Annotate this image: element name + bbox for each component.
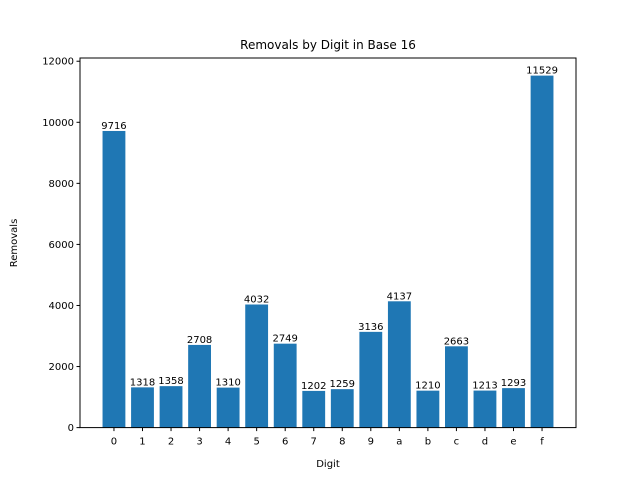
bar-value-label-2: 1358 — [158, 376, 183, 387]
bar-b — [416, 390, 440, 428]
y-tick-label-8000: 8000 — [49, 179, 74, 190]
x-axis-label: Digit — [316, 459, 340, 470]
y-tick-label-2000: 2000 — [49, 362, 74, 373]
bar-e — [502, 388, 525, 428]
x-tick-label-2: 2 — [168, 437, 174, 448]
bar-c — [445, 346, 468, 428]
x-tick-label-c: c — [454, 437, 460, 448]
y-tick-label-0: 0 — [68, 423, 74, 434]
bar-value-label-8: 1259 — [330, 379, 355, 390]
y-tick-label-6000: 6000 — [49, 240, 74, 251]
bar-4 — [216, 387, 240, 428]
bar-value-label-3: 2708 — [187, 335, 212, 346]
bar-8 — [330, 389, 354, 428]
bar-7 — [302, 390, 326, 428]
bar-value-label-a: 4137 — [387, 291, 412, 302]
bar-value-label-d: 1213 — [472, 381, 497, 392]
y-tick-label-10000: 10000 — [42, 118, 74, 129]
plot-frame — [79, 57, 577, 429]
bar-2 — [159, 386, 183, 428]
bar-0 — [102, 130, 126, 428]
y-axis-label: Removals — [9, 219, 20, 268]
bar-a — [387, 301, 411, 428]
bar-labels-group: 9716 1318 1358 2708 1310 4032 2749 1202 1259 3136… — [101, 66, 558, 392]
chart-title: Removals by Digit in Base 16 — [240, 38, 416, 52]
bar-value-label-f: 11529 — [526, 66, 558, 77]
x-tick-label-0: 0 — [111, 437, 117, 448]
bar-value-label-b: 1210 — [415, 381, 440, 392]
x-tick-label-5: 5 — [253, 437, 259, 448]
bar-value-label-6: 2749 — [272, 334, 297, 345]
bar-3 — [188, 344, 211, 428]
bars-group — [102, 75, 554, 428]
bar-value-label-5: 4032 — [244, 295, 269, 306]
x-tick-label-a: a — [396, 437, 402, 448]
bar-6 — [273, 343, 297, 428]
x-tick-label-f: f — [540, 437, 544, 448]
bar-1 — [131, 387, 154, 428]
bar-9 — [359, 331, 383, 428]
x-tick-label-e: e — [510, 437, 516, 448]
x-tick-label-4: 4 — [225, 437, 231, 448]
bar-value-label-9: 3136 — [358, 322, 383, 333]
bar-value-label-c: 2663 — [444, 336, 469, 347]
bar-value-label-1: 1318 — [130, 377, 155, 388]
bar-5 — [245, 304, 269, 428]
bar-value-label-0: 9716 — [101, 121, 126, 132]
x-tick-label-b: b — [425, 437, 431, 448]
y-tick-label-12000: 12000 — [42, 57, 74, 68]
bar-value-label-e: 1293 — [501, 378, 526, 389]
bar-value-label-4: 1310 — [215, 378, 240, 389]
x-tick-label-1: 1 — [139, 437, 145, 448]
bar-f — [530, 75, 554, 428]
x-tick-label-9: 9 — [368, 437, 374, 448]
x-axis-ticks: 0 1 2 3 4 5 6 7 8 9 a b c d e f — [111, 427, 544, 448]
x-tick-label-3: 3 — [196, 437, 202, 448]
bar-value-label-7: 1202 — [301, 381, 326, 392]
x-tick-label-8: 8 — [339, 437, 345, 448]
y-tick-label-4000: 4000 — [49, 301, 74, 312]
y-axis-ticks: 0 2000 4000 6000 8000 10000 12000 — [42, 57, 80, 434]
bar-d — [473, 390, 497, 428]
x-tick-label-d: d — [482, 437, 488, 448]
x-tick-label-7: 7 — [311, 437, 317, 448]
x-tick-label-6: 6 — [282, 437, 288, 448]
